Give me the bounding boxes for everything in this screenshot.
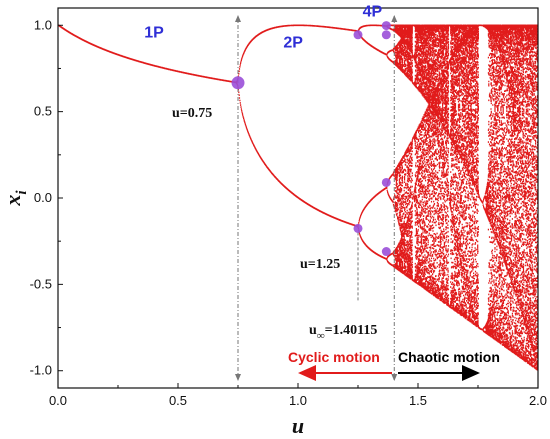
x-axis: 0.0 0.5 1.0 1.5 2.0	[49, 383, 547, 408]
x-tick-label: 1.5	[409, 393, 427, 408]
annotation-u-infinity: u∞=1.40115	[309, 323, 377, 342]
bifurcation-marker	[381, 30, 391, 40]
x-tick-label: 0.5	[169, 393, 187, 408]
y-tick-label: -1.0	[30, 363, 52, 378]
y-axis-title-sub: i	[14, 190, 30, 195]
y-axis: 1.0 0.5 0.0 -0.5 -1.0	[30, 17, 63, 378]
y-tick-label: 1.0	[34, 17, 52, 32]
bifurcation-marker	[381, 247, 391, 257]
y-tick-label: -0.5	[30, 276, 52, 291]
y-axis-title-base: x	[0, 195, 25, 207]
bifurcation-marker	[381, 177, 391, 187]
regime-labels: 1P 2P 4P	[144, 4, 382, 52]
bifurcation-marker	[231, 76, 245, 90]
y-tick-label: 0.0	[34, 190, 52, 205]
annotation-u-075: u=0.75	[172, 106, 212, 121]
y-axis-title: xi	[0, 190, 30, 207]
annotation-u-infinity-base: u	[309, 323, 317, 338]
x-tick-label: 2.0	[529, 393, 547, 408]
regime-label: 2P	[283, 35, 303, 52]
bifurcation-marker	[381, 21, 391, 31]
x-axis-title: u	[292, 413, 304, 438]
y-tick-label: 0.5	[34, 104, 52, 119]
x-tick-label: 0.0	[49, 393, 67, 408]
bifurcation-markers	[231, 21, 391, 257]
x-tick-label: 1.0	[289, 393, 307, 408]
bifurcation-marker	[353, 30, 363, 40]
annotation-u-infinity-rest: =1.40115	[325, 323, 378, 338]
annotation-u-125: u=1.25	[300, 257, 340, 272]
regime-label: 4P	[363, 4, 383, 21]
cyclic-motion-label: Cyclic motion	[288, 349, 380, 365]
annotation-u-infinity-sub: ∞	[317, 330, 325, 342]
bifurcation-marker	[353, 223, 363, 233]
regime-label: 1P	[144, 24, 164, 41]
chaotic-motion-label: Chaotic motion	[398, 349, 500, 365]
